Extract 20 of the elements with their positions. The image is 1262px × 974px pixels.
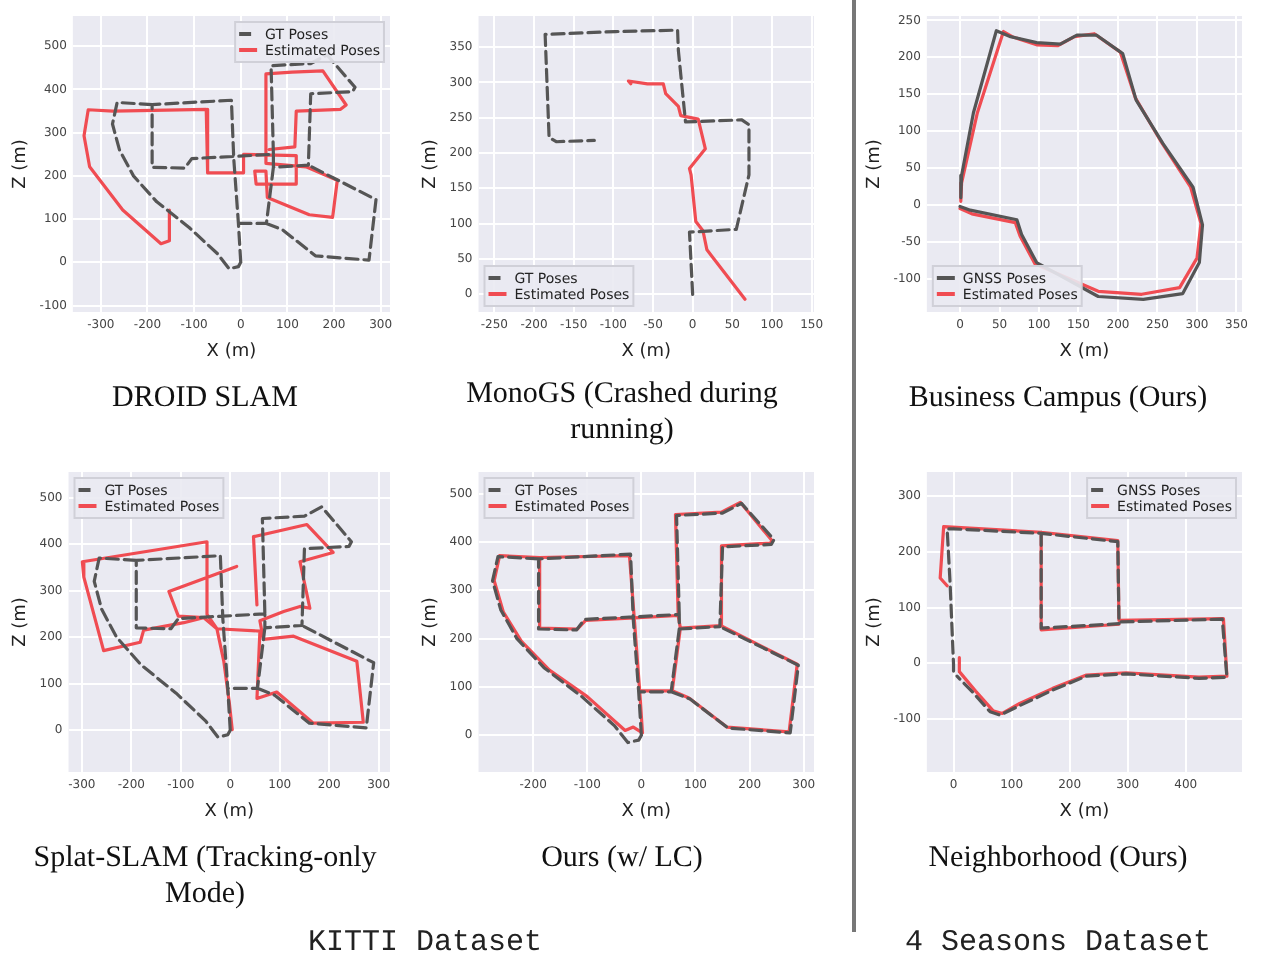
text: DROID SLAM: [110, 380, 300, 416]
x-axis-title: X (m): [204, 801, 255, 822]
text: KITTI Dataset: [305, 926, 545, 960]
text: MonoGS (Crashed during running): [464, 376, 780, 448]
x-axis-title: X (m): [621, 801, 672, 822]
y-axis-title: Z (m): [421, 597, 442, 647]
y-axis-title: Z (m): [865, 139, 886, 189]
y-axis-title: Z (m): [421, 139, 442, 189]
text: Splat-SLAM (Tracking-only Mode): [31, 840, 379, 912]
x-axis-title: X (m): [1059, 341, 1110, 362]
y-axis-title: Z (m): [11, 139, 32, 189]
text: 4 Seasons Dataset: [902, 926, 1214, 960]
y-axis-title: Z (m): [865, 597, 886, 647]
x-axis-title: X (m): [1059, 801, 1110, 822]
text: Neighborhood (Ours): [926, 840, 1190, 876]
x-axis-title: X (m): [206, 341, 257, 362]
text: Business Campus (Ours): [906, 380, 1210, 416]
x-axis-title: X (m): [621, 341, 672, 362]
text: Ours (w/ LC): [539, 840, 705, 876]
y-axis-title: Z (m): [11, 597, 32, 647]
